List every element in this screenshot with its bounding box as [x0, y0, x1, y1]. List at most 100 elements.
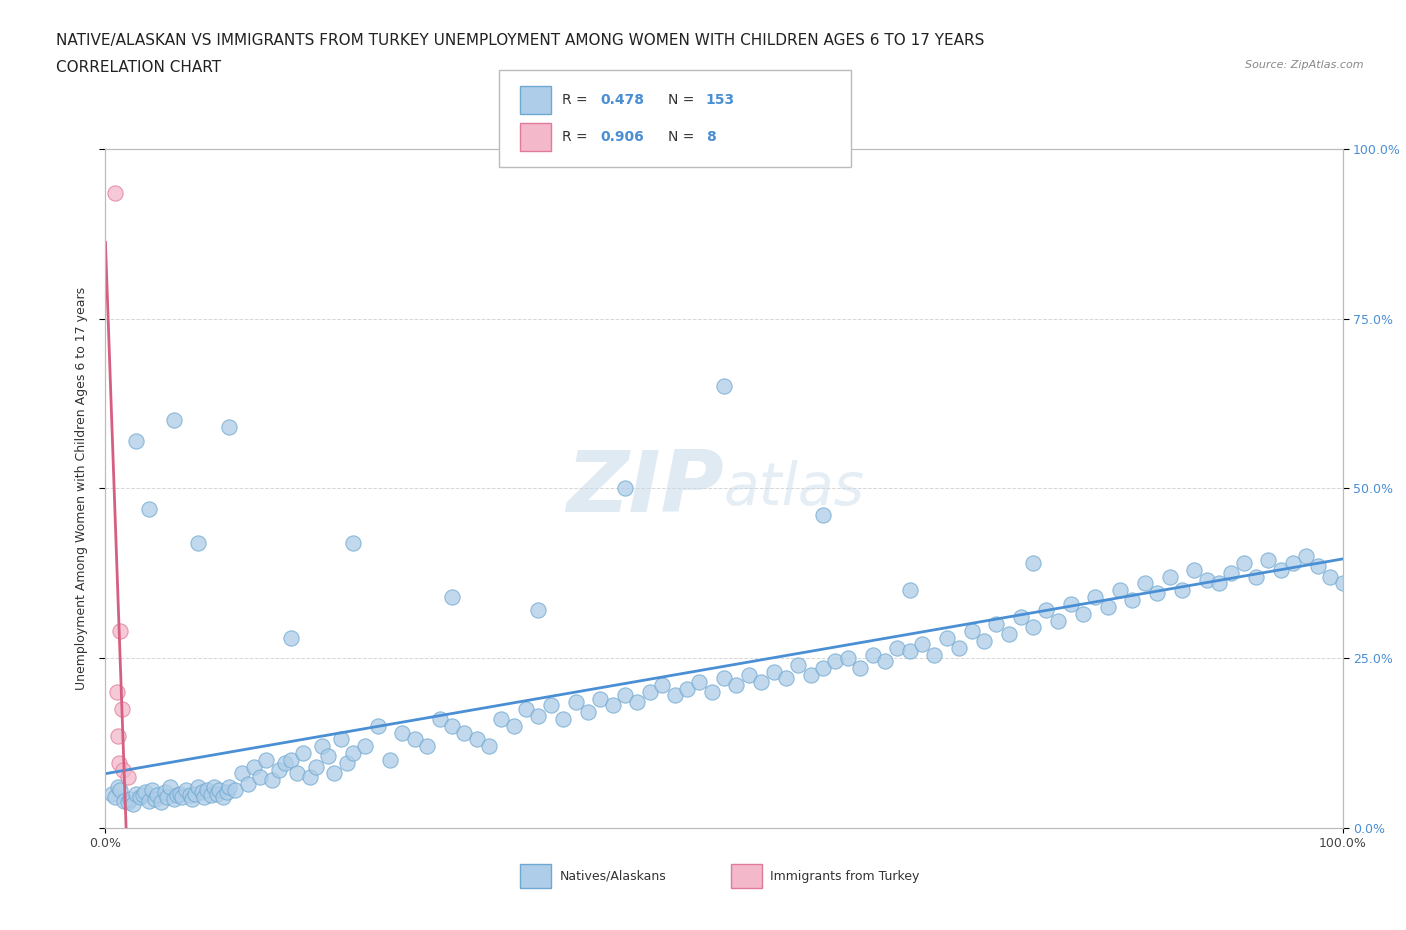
Point	[224, 783, 246, 798]
Text: Immigrants from Turkey: Immigrants from Turkey	[770, 870, 920, 883]
Point	[1022, 555, 1045, 570]
Point	[676, 681, 699, 696]
Point	[191, 785, 214, 800]
Point	[166, 788, 188, 803]
Point	[329, 732, 352, 747]
Text: atlas: atlas	[724, 459, 865, 517]
Point	[323, 766, 346, 781]
Point	[111, 763, 134, 777]
Text: Source: ZipAtlas.com: Source: ZipAtlas.com	[1246, 60, 1364, 71]
Point	[986, 617, 1008, 631]
Point	[110, 623, 132, 638]
Point	[292, 746, 315, 761]
Point	[1159, 569, 1181, 584]
Point	[540, 698, 562, 713]
Point	[713, 379, 735, 394]
Point	[336, 756, 359, 771]
Point	[169, 787, 191, 802]
Point	[280, 752, 302, 767]
Point	[129, 790, 152, 804]
Point	[440, 719, 463, 734]
Point	[378, 752, 401, 767]
Point	[898, 582, 921, 598]
Text: 0.906: 0.906	[600, 129, 644, 144]
Text: R =: R =	[562, 129, 592, 144]
Point	[121, 796, 143, 811]
Text: CORRELATION CHART: CORRELATION CHART	[56, 60, 221, 75]
Point	[100, 787, 122, 802]
Point	[873, 654, 896, 669]
Point	[212, 790, 235, 804]
Point	[1331, 576, 1354, 591]
Point	[973, 633, 995, 648]
Point	[110, 783, 132, 798]
Point	[254, 752, 277, 767]
Point	[738, 668, 761, 683]
Point	[215, 785, 238, 800]
Point	[811, 508, 834, 523]
Point	[138, 793, 160, 808]
Point	[1084, 590, 1107, 604]
Point	[1022, 620, 1045, 635]
Point	[1244, 569, 1267, 584]
Point	[491, 711, 513, 726]
Point	[1071, 606, 1094, 621]
Point	[527, 709, 550, 724]
Text: N =: N =	[668, 93, 699, 108]
Point	[143, 791, 166, 806]
Point	[218, 779, 240, 794]
Point	[316, 749, 339, 764]
Point	[187, 535, 209, 550]
Point	[183, 787, 205, 802]
Point	[311, 738, 333, 753]
Point	[589, 691, 612, 706]
Point	[391, 725, 413, 740]
Point	[602, 698, 624, 713]
Point	[886, 641, 908, 656]
Point	[700, 684, 723, 699]
Point	[156, 790, 179, 804]
Point	[638, 684, 661, 699]
Point	[862, 647, 884, 662]
Point	[195, 783, 218, 798]
Point	[1306, 559, 1329, 574]
Text: 8: 8	[706, 129, 716, 144]
Point	[120, 791, 142, 806]
Point	[404, 732, 426, 747]
Point	[108, 756, 131, 771]
Point	[1295, 549, 1317, 564]
Point	[688, 674, 710, 689]
Point	[150, 794, 173, 809]
Point	[298, 769, 321, 784]
Point	[948, 641, 970, 656]
Point	[614, 688, 637, 703]
Point	[775, 671, 797, 685]
Point	[1319, 569, 1341, 584]
Point	[162, 791, 184, 806]
Point	[935, 631, 957, 645]
Point	[236, 777, 259, 791]
Text: R =: R =	[562, 93, 592, 108]
Point	[285, 766, 308, 781]
Point	[138, 501, 160, 516]
Point	[104, 185, 127, 200]
Point	[824, 654, 846, 669]
Point	[1133, 576, 1156, 591]
Point	[105, 684, 128, 699]
Point	[1282, 555, 1305, 570]
Text: N =: N =	[668, 129, 699, 144]
Point	[651, 678, 673, 693]
Point	[1121, 592, 1143, 607]
Point	[787, 658, 810, 672]
Point	[131, 788, 153, 803]
Point	[465, 732, 488, 747]
Point	[159, 779, 181, 794]
Point	[1220, 565, 1243, 580]
Text: 0.478: 0.478	[600, 93, 644, 108]
Point	[924, 647, 946, 662]
Point	[898, 644, 921, 658]
Text: Natives/Alaskans: Natives/Alaskans	[560, 870, 666, 883]
Point	[1097, 600, 1119, 615]
Point	[280, 631, 302, 645]
Point	[125, 787, 148, 802]
